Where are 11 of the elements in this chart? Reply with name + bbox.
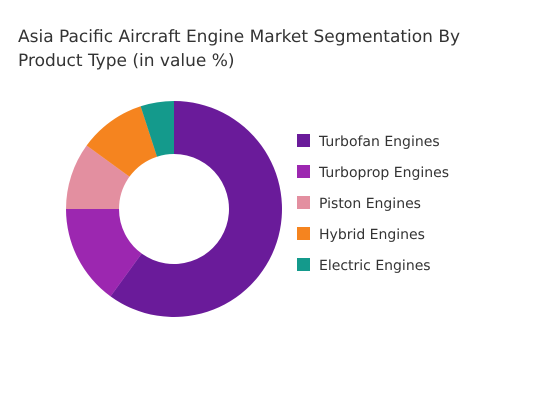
donut-slice bbox=[66, 146, 130, 209]
legend-label: Turboprop Engines bbox=[318, 165, 450, 181]
legend-label: Piston Engines bbox=[319, 196, 421, 212]
donut-slice bbox=[86, 106, 158, 177]
legend-label: Hybrid Engines bbox=[319, 227, 425, 243]
donut-slice bbox=[66, 209, 142, 296]
legend-label: Electric Engines bbox=[319, 258, 431, 274]
legend-label: Turbofan Engines bbox=[318, 134, 440, 150]
donut-slice bbox=[110, 101, 282, 317]
chart-title: Asia Pacific Aircraft Engine Market Segmentation By Product Type (in value %) bbox=[18, 27, 460, 71]
donut-slice bbox=[140, 101, 174, 157]
